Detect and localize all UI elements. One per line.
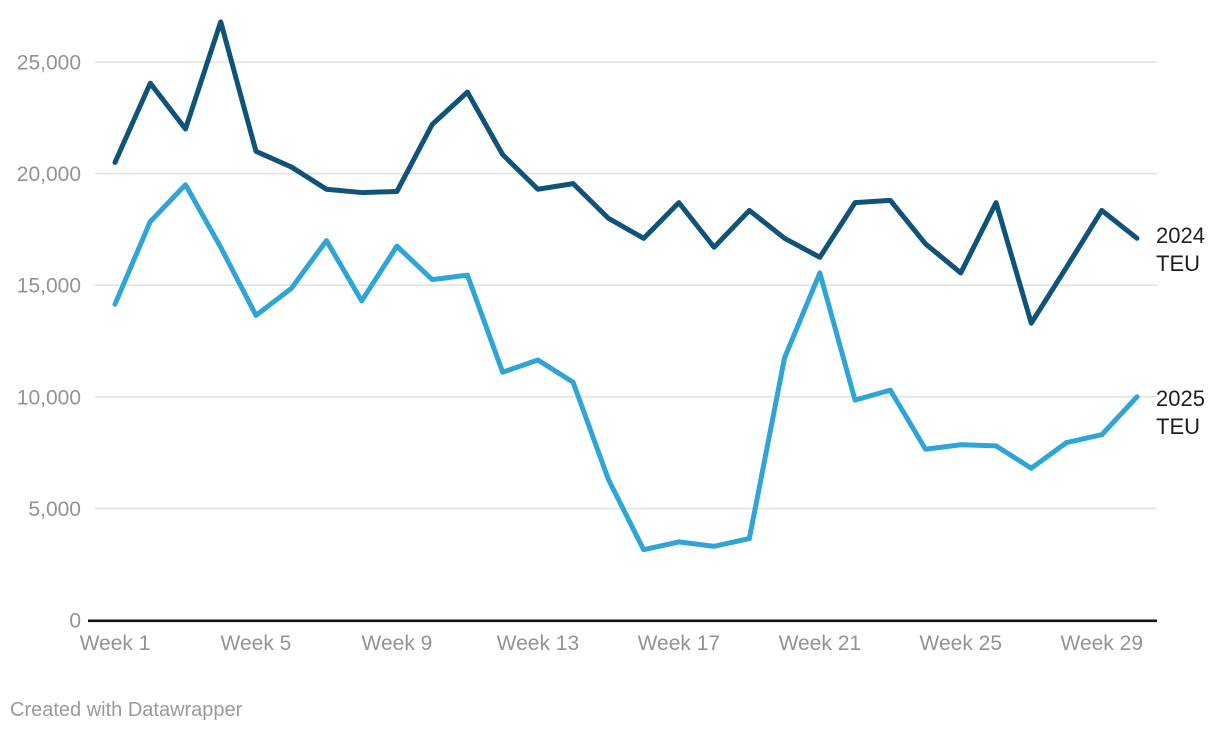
legend-2024-line2: TEU bbox=[1156, 251, 1200, 276]
x-axis-tick-label-week-17: Week 17 bbox=[638, 632, 721, 655]
x-axis-tick-label-week-25: Week 25 bbox=[920, 632, 1003, 655]
x-axis-tick-label-week-1: Week 1 bbox=[80, 632, 151, 655]
series-line-2024-teu bbox=[112, 19, 1140, 326]
legend-2025-line2: TEU bbox=[1156, 414, 1200, 439]
legend-2025-line1: 2025 bbox=[1156, 386, 1205, 411]
x-axis-tick-label-week-21: Week 21 bbox=[779, 632, 862, 655]
attribution-text: Created with Datawrapper bbox=[10, 699, 243, 721]
legend-2024-line1: 2024 bbox=[1156, 223, 1205, 248]
legend-2024-teu: 2024 TEU bbox=[1156, 222, 1205, 278]
series-line-2025-teu bbox=[112, 182, 1140, 553]
y-axis-tick-label-0: 0 bbox=[69, 610, 81, 633]
y-axis-tick-label-5000: 5,000 bbox=[28, 498, 81, 521]
x-axis-tick-label-week-9: Week 9 bbox=[362, 632, 433, 655]
x-axis-tick-label-week-5: Week 5 bbox=[221, 632, 292, 655]
y-axis-tick-label-10000: 10,000 bbox=[17, 386, 81, 409]
legend-2025-teu: 2025 TEU bbox=[1156, 385, 1205, 441]
y-axis-tick-label-15000: 15,000 bbox=[17, 275, 81, 298]
y-axis-tick-label-25000: 25,000 bbox=[17, 52, 81, 75]
y-axis-tick-label-20000: 20,000 bbox=[17, 163, 81, 186]
x-axis-tick-label-week-29: Week 29 bbox=[1061, 632, 1144, 655]
x-axis-tick-label-week-13: Week 13 bbox=[497, 632, 580, 655]
